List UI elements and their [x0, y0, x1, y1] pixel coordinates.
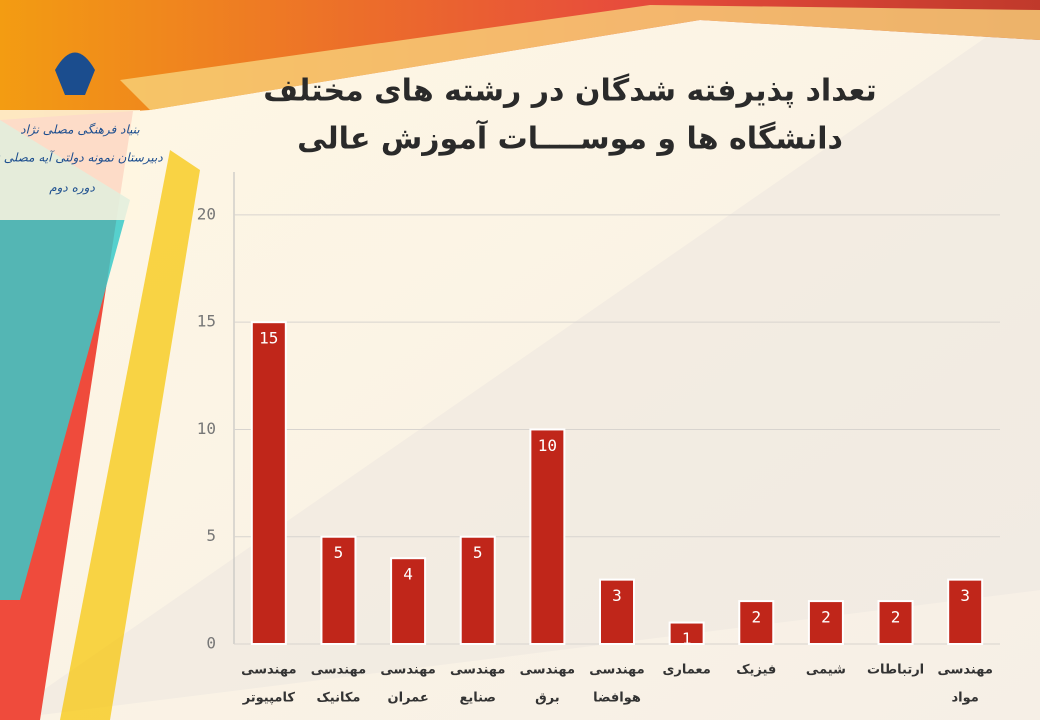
- value-label: 5: [334, 543, 344, 562]
- chart-title: تعداد پذیرفته شدگان در رشته های مختلف: [263, 73, 876, 109]
- y-tick-label: 15: [197, 312, 216, 331]
- bar: [320, 535, 357, 646]
- x-tick-label: برق: [535, 691, 560, 706]
- bar: [947, 578, 984, 645]
- logo-panel: [0, 110, 140, 220]
- bar: [529, 428, 566, 646]
- value-label: 2: [821, 608, 831, 627]
- decoration: [120, 5, 1040, 110]
- bar: [738, 600, 775, 645]
- x-tick-label: صنایع: [459, 691, 496, 706]
- logo-text: بنیاد فرهنگی مصلی نژاد: [20, 123, 140, 137]
- y-tick-label: 0: [206, 634, 216, 653]
- decoration: [0, 120, 130, 600]
- x-tick-label: مهندسی: [589, 663, 644, 678]
- logo: [55, 52, 95, 95]
- bar: [668, 621, 705, 646]
- bar: [250, 321, 287, 645]
- value-label: 10: [538, 436, 557, 455]
- decoration: [60, 150, 200, 720]
- bar: [877, 600, 914, 645]
- x-tick-label: مهندسی: [241, 663, 296, 678]
- x-tick-label: مهندسی: [380, 663, 435, 678]
- bar: [390, 557, 427, 646]
- value-label: 1: [682, 629, 692, 648]
- x-tick-label: کامپیوتر: [242, 691, 296, 706]
- x-tick-label: فیزیک: [736, 663, 776, 678]
- logo-text: دوره دوم: [49, 181, 95, 195]
- y-tick-label: 10: [197, 419, 216, 438]
- y-tick-label: 20: [197, 204, 216, 223]
- bar: [459, 535, 496, 646]
- value-label: 5: [473, 543, 483, 562]
- value-label: 15: [259, 329, 278, 348]
- x-tick-label: شیمی: [806, 663, 846, 678]
- value-label: 4: [403, 565, 413, 584]
- x-tick-label: عمران: [387, 691, 428, 706]
- x-tick-label: ارتباطات: [867, 663, 924, 678]
- logo-text: دبیرستان نمونه دولتی آیه مصلی نژاد: [0, 150, 163, 165]
- bar: [807, 600, 844, 645]
- x-tick-label: مهندسی: [311, 663, 366, 678]
- x-tick-label: مکانیک: [316, 691, 360, 706]
- value-label: 2: [891, 608, 901, 627]
- x-tick-label: هوافضا: [593, 691, 641, 706]
- value-label: 3: [960, 586, 970, 605]
- y-tick-label: 5: [206, 526, 216, 545]
- bar: [599, 578, 635, 645]
- value-label: 2: [751, 608, 761, 627]
- x-tick-label: مواد: [952, 691, 979, 706]
- x-tick-label: مهندسی: [520, 663, 575, 678]
- x-tick-label: معماری: [662, 663, 710, 678]
- chart-title: دانشگاه ها و موســــات آموزش عالی: [297, 120, 843, 157]
- x-tick-label: مهندسی: [450, 663, 505, 678]
- value-label: 3: [612, 586, 622, 605]
- x-tick-label: مهندسی: [937, 663, 992, 678]
